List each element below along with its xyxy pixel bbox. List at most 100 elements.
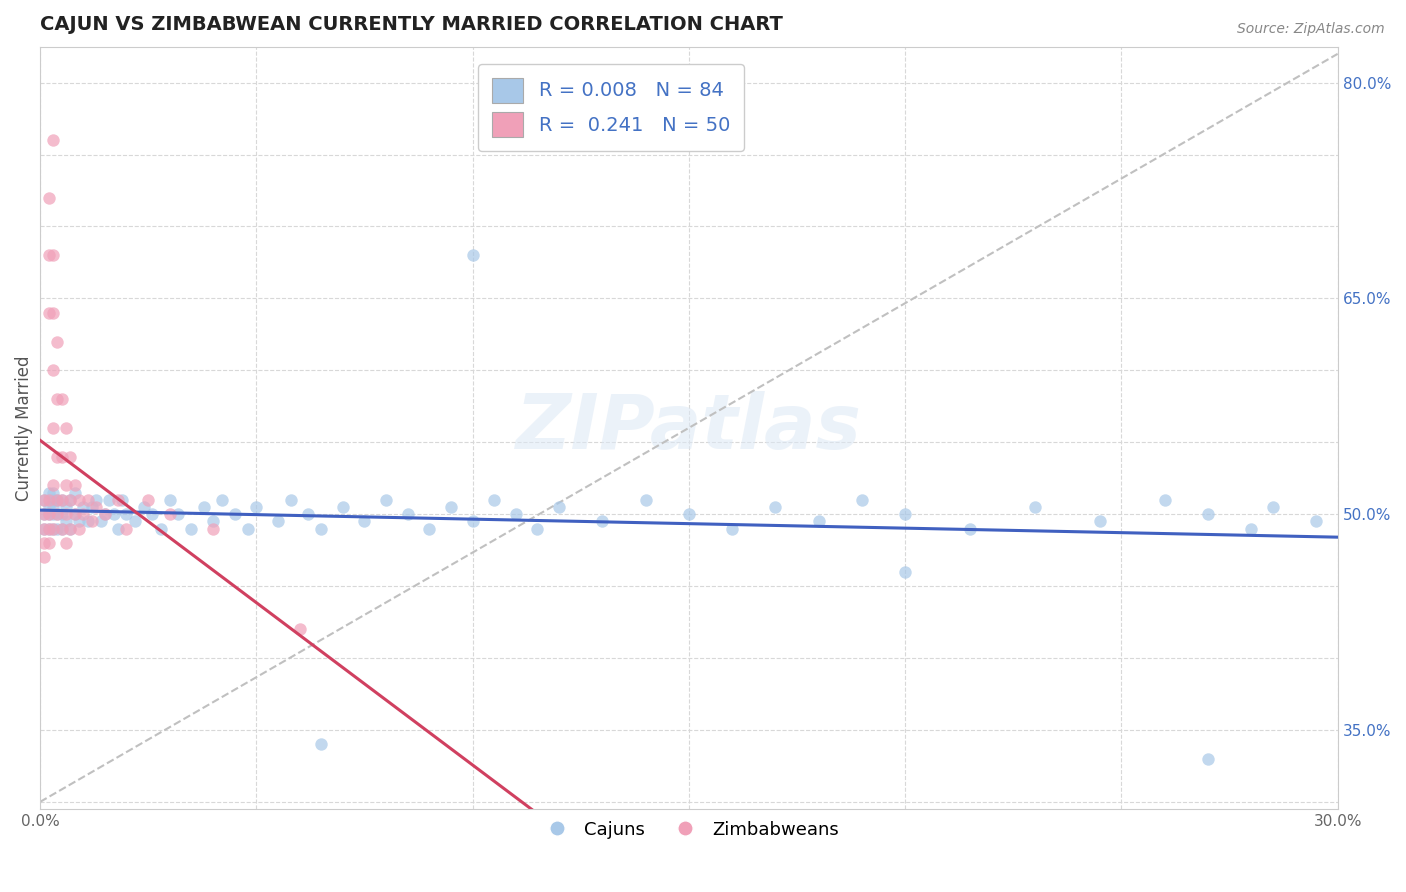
Point (807, 515, 830, 529)
Point (180, 522, 202, 536)
Point (42, 522, 65, 536)
Point (42, 522, 65, 536)
Point (505, 507, 527, 521)
Point (141, 507, 163, 521)
Point (98, 492, 121, 507)
Point (115, 522, 138, 536)
Point (42, 248, 65, 262)
Point (288, 623, 311, 637)
Point (38, 306, 60, 320)
Point (34, 492, 56, 507)
Point (51, 450, 73, 464)
Point (440, 500, 463, 514)
Point (67, 522, 90, 536)
Point (59, 492, 82, 507)
Point (332, 500, 354, 514)
Point (51, 522, 73, 536)
Point (38, 522, 60, 536)
Point (63, 507, 86, 521)
Point (59, 522, 82, 536)
Point (42, 485, 65, 500)
Point (1088, 515, 1111, 529)
Point (236, 522, 259, 536)
Point (76, 492, 98, 507)
Point (84, 500, 107, 514)
Point (482, 492, 505, 507)
Point (136, 492, 159, 507)
Point (63, 478, 86, 492)
Point (84, 492, 107, 507)
Point (46, 507, 69, 521)
Point (224, 507, 246, 521)
Point (159, 507, 181, 521)
Point (193, 500, 215, 514)
Point (1261, 500, 1284, 514)
Point (46, 507, 69, 521)
Point (46, 334, 69, 349)
Point (55, 515, 77, 529)
Point (42, 478, 65, 492)
Point (42, 500, 65, 514)
Point (103, 507, 125, 521)
Point (678, 507, 700, 521)
Point (201, 515, 224, 529)
Point (46, 450, 69, 464)
Point (959, 522, 981, 536)
Point (309, 738, 332, 752)
Point (59, 450, 82, 464)
Point (34, 492, 56, 507)
Point (150, 522, 173, 536)
Point (42, 492, 65, 507)
Point (353, 515, 375, 529)
Point (34, 550, 56, 565)
Point (34, 536, 56, 550)
Point (55, 507, 77, 521)
Point (90, 515, 112, 529)
Point (107, 522, 129, 536)
Point (34, 507, 56, 521)
Point (38, 500, 60, 514)
Point (80, 500, 103, 514)
Point (894, 565, 917, 579)
Point (211, 492, 233, 507)
Point (42, 363, 65, 377)
Point (267, 515, 290, 529)
Point (124, 515, 146, 529)
Point (375, 492, 398, 507)
Point (59, 492, 82, 507)
Point (46, 492, 69, 507)
Point (42, 133, 65, 147)
Point (894, 507, 917, 521)
Point (245, 500, 267, 514)
Point (461, 515, 484, 529)
Point (76, 515, 98, 529)
Point (548, 500, 571, 514)
Point (94, 507, 117, 521)
Point (851, 492, 873, 507)
Point (46, 492, 69, 507)
Point (1024, 500, 1046, 514)
Y-axis label: Currently Married: Currently Married (15, 355, 32, 500)
Point (51, 392, 73, 406)
Point (38, 248, 60, 262)
Point (34, 507, 56, 521)
Point (132, 500, 155, 514)
Point (634, 492, 657, 507)
Point (280, 492, 302, 507)
Point (309, 522, 332, 536)
Point (42, 306, 65, 320)
Point (67, 515, 90, 529)
Point (526, 522, 548, 536)
Text: Source: ZipAtlas.com: Source: ZipAtlas.com (1237, 22, 1385, 37)
Point (72, 500, 94, 514)
Point (418, 522, 440, 536)
Point (107, 492, 129, 507)
Point (396, 507, 419, 521)
Point (38, 522, 60, 536)
Point (38, 492, 60, 507)
Point (72, 507, 94, 521)
Point (461, 248, 484, 262)
Point (46, 522, 69, 536)
Point (46, 392, 69, 406)
Point (51, 507, 73, 521)
